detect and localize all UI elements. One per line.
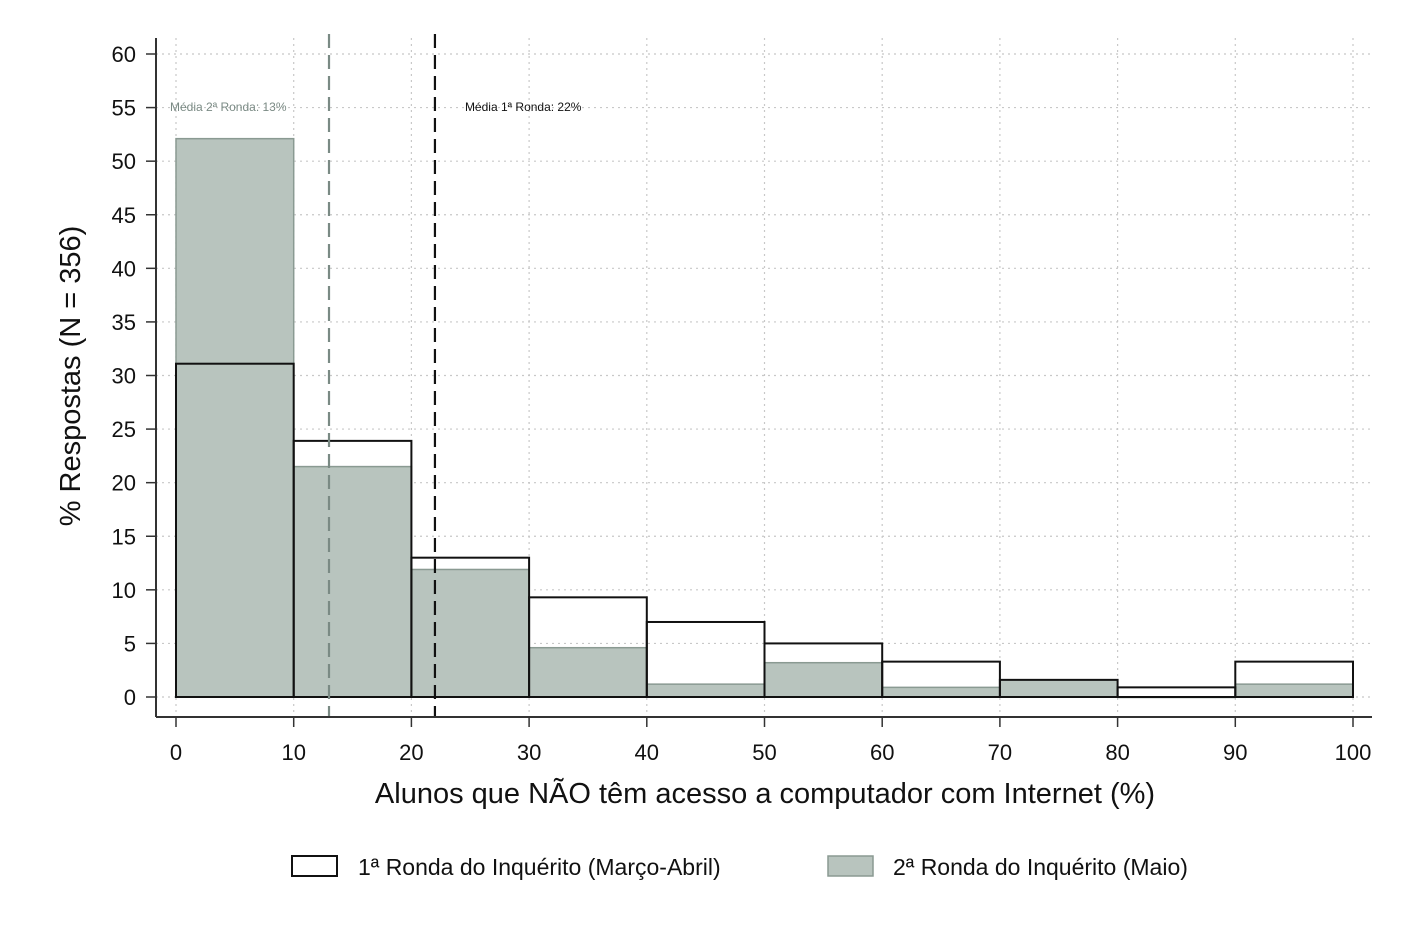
y-tick-label-20: 20 — [112, 471, 136, 496]
y-axis-title: % Respostas (N = 356) — [55, 226, 87, 527]
y-tick-label-15: 15 — [112, 524, 136, 549]
series-2-bars — [175, 137, 1354, 699]
bar-series-2-bin-4 — [646, 683, 766, 698]
bar-series-2-bin-3 — [528, 646, 648, 698]
mean-lines: Média 1ª Ronda: 22% Média 2ª Ronda: 13% — [170, 34, 582, 717]
y-tick-label-5: 5 — [124, 631, 136, 656]
bar-series-1-bin-9 — [1234, 660, 1355, 699]
x-tick-label-100: 100 — [1335, 740, 1372, 765]
y-tick-label-35: 35 — [112, 310, 136, 335]
x-axis-title: Alunos que NÃO têm acesso a computador c… — [375, 776, 1155, 810]
x-tick-label-70: 70 — [988, 740, 1012, 765]
x-axis-ticks: 0 10 20 30 40 50 60 70 80 90 100 — [170, 717, 1371, 765]
bar-series-2-bin-5 — [763, 661, 883, 698]
bar-series-2-bin-9 — [1234, 683, 1354, 698]
x-tick-label-60: 60 — [870, 740, 894, 765]
y-tick-label-0: 0 — [124, 685, 136, 710]
y-tick-label-40: 40 — [112, 256, 136, 281]
bar-series-2-bin-6 — [881, 686, 1001, 698]
legend-swatch-series-2 — [827, 855, 874, 877]
x-tick-label-80: 80 — [1105, 740, 1129, 765]
y-tick-label-25: 25 — [112, 417, 136, 442]
y-tick-label-50: 50 — [112, 149, 136, 174]
mean-annotation-2: Média 2ª Ronda: 13% — [170, 100, 287, 114]
legend-swatch-series-1 — [291, 855, 338, 877]
legend: 1ª Ronda do Inquérito (Março-Abril) 2ª R… — [291, 854, 1188, 880]
bar-series-2-bin-7 — [999, 679, 1119, 698]
x-tick-label-50: 50 — [752, 740, 776, 765]
legend-label-series-1: 1ª Ronda do Inquérito (Março-Abril) — [358, 854, 721, 880]
x-tick-label-90: 90 — [1223, 740, 1247, 765]
x-tick-label-10: 10 — [281, 740, 305, 765]
mean-annotation-1: Média 1ª Ronda: 22% — [465, 100, 582, 114]
legend-label-series-2: 2ª Ronda do Inquérito (Maio) — [893, 854, 1188, 880]
series-1-bars — [175, 362, 1355, 699]
y-tick-label-60: 60 — [112, 42, 136, 67]
y-tick-label-55: 55 — [112, 96, 136, 121]
y-axis-ticks: 0 5 10 15 20 25 30 35 40 45 50 55 60 — [112, 42, 156, 710]
x-tick-label-20: 20 — [399, 740, 423, 765]
x-tick-label-40: 40 — [635, 740, 659, 765]
bar-series-1-bin-8 — [1116, 686, 1237, 698]
y-tick-label-10: 10 — [112, 578, 136, 603]
bar-series-2-bin-2 — [410, 568, 530, 698]
x-tick-label-30: 30 — [517, 740, 541, 765]
y-tick-label-45: 45 — [112, 203, 136, 228]
bar-series-2-bin-0 — [175, 137, 295, 698]
x-tick-label-0: 0 — [170, 740, 182, 765]
bar-series-2-bin-1 — [292, 465, 413, 698]
y-tick-label-30: 30 — [112, 364, 136, 389]
